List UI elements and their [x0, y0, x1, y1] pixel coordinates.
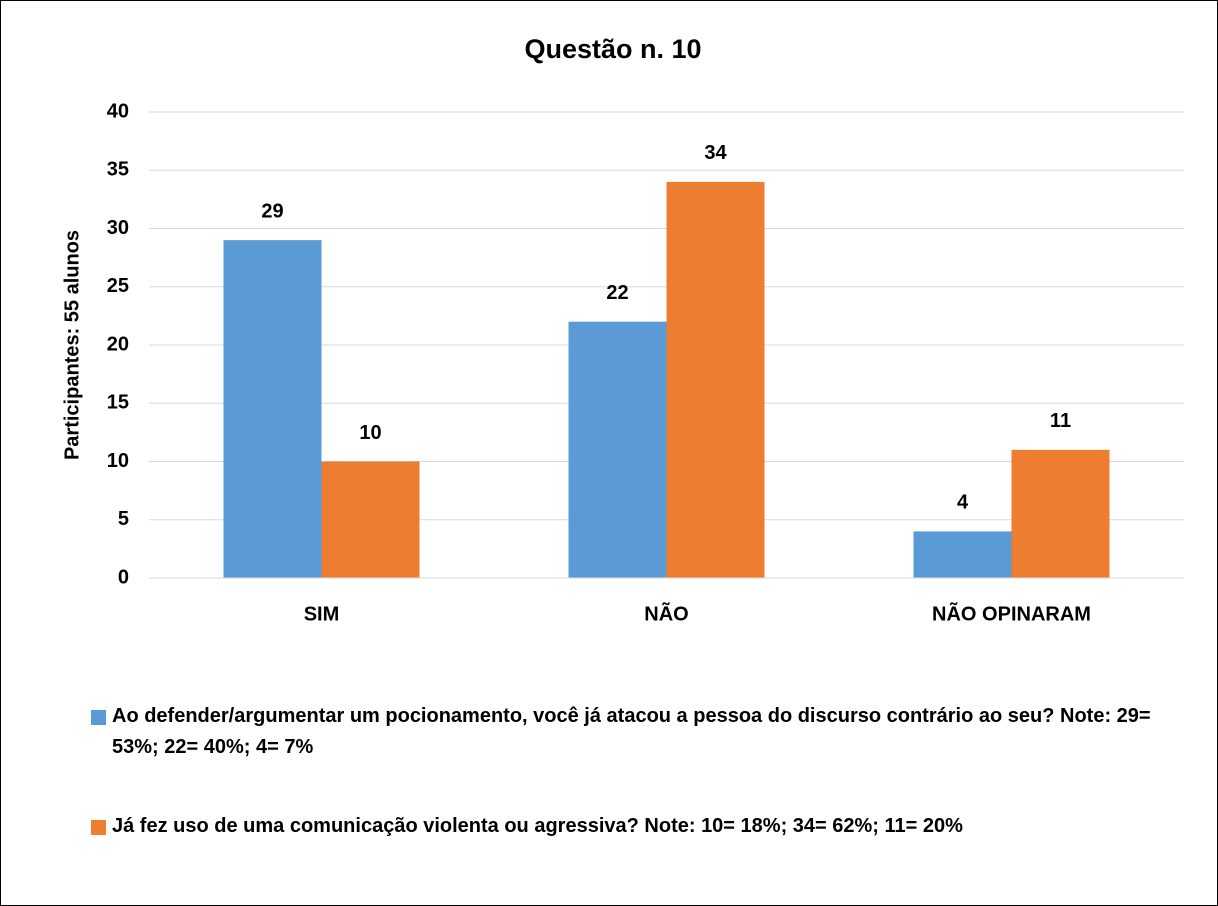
data-label: 4	[957, 492, 969, 514]
data-label: 34	[704, 142, 727, 164]
data-label: 10	[359, 422, 381, 444]
y-tick-label: 15	[107, 392, 129, 414]
y-tick-label: 35	[107, 159, 129, 181]
data-label: 22	[606, 282, 628, 304]
data-label: 11	[1050, 410, 1071, 432]
y-tick-label: 10	[107, 450, 129, 472]
legend-swatch	[91, 820, 106, 835]
legend-label: Já fez uso de uma comunicação violenta o…	[112, 815, 963, 837]
legend-item: Já fez uso de uma comunicação violenta o…	[91, 811, 1201, 842]
y-tick-label: 0	[118, 566, 129, 588]
y-tick-label: 30	[107, 217, 129, 239]
x-tick-label: NÃO	[644, 602, 688, 625]
y-tick-label: 25	[107, 275, 129, 297]
legend-label: Ao defender/argumentar um pocionamento, …	[112, 705, 1151, 758]
bar	[223, 240, 322, 578]
legend-swatch	[91, 710, 106, 725]
bar	[913, 531, 1012, 578]
bar	[321, 461, 420, 578]
bar	[666, 181, 765, 578]
bar	[1011, 449, 1110, 578]
y-tick-label: 20	[107, 333, 129, 355]
data-label: 29	[261, 200, 283, 222]
y-tick-label: 40	[107, 100, 129, 122]
y-tick-label: 5	[118, 508, 129, 530]
x-tick-label: NÃO OPINARAM	[932, 602, 1091, 625]
x-tick-label: SIM	[304, 603, 340, 625]
bar	[568, 321, 667, 578]
legend-item: Ao defender/argumentar um pocionamento, …	[91, 701, 1201, 763]
y-axis-title: Participantes: 55 alunos	[61, 230, 83, 460]
chart-title: Questão n. 10	[524, 34, 701, 64]
